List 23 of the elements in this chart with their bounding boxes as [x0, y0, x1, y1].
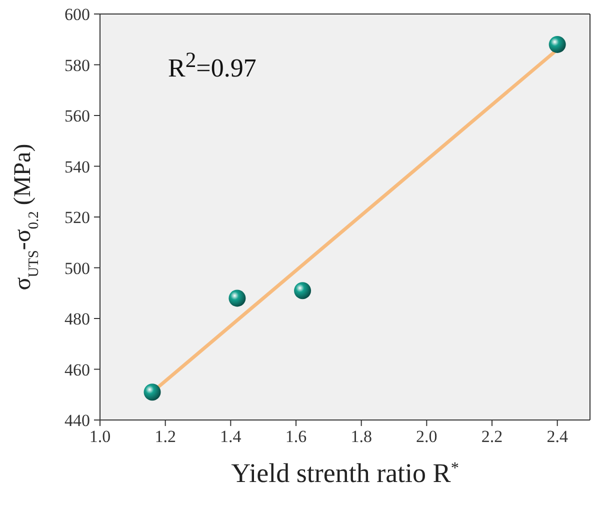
- y-tick-label: 540: [64, 157, 90, 176]
- y-tick-label: 440: [64, 411, 90, 430]
- x-tick-label: 2.2: [481, 427, 503, 446]
- y-tick-label: 560: [64, 106, 90, 126]
- y-tick-label: 580: [64, 56, 90, 75]
- y-tick-label: 480: [64, 310, 90, 329]
- x-tick-label: 1.6: [285, 427, 307, 446]
- x-tick-label: 1.2: [154, 427, 176, 446]
- x-tick-label: 1.8: [350, 427, 372, 446]
- y-tick-label: 460: [64, 360, 90, 380]
- x-tick-label: 1.4: [220, 427, 242, 446]
- point: [144, 384, 161, 401]
- x-tick-label: 2.4: [546, 427, 568, 446]
- x-tick-label: 2.0: [416, 427, 438, 446]
- y-tick-label: 500: [64, 258, 90, 278]
- point: [228, 290, 246, 307]
- annotation: R$^{2}$=0.97: [168, 48, 256, 84]
- point: [548, 36, 566, 53]
- x-axis-title: Yield strenth ratio R$^{*}$: [231, 458, 459, 488]
- point: [294, 282, 312, 300]
- x-tick-label: 1.0: [89, 427, 111, 446]
- y-tick-label: 600: [64, 5, 90, 24]
- y-tick-label: 520: [64, 208, 90, 228]
